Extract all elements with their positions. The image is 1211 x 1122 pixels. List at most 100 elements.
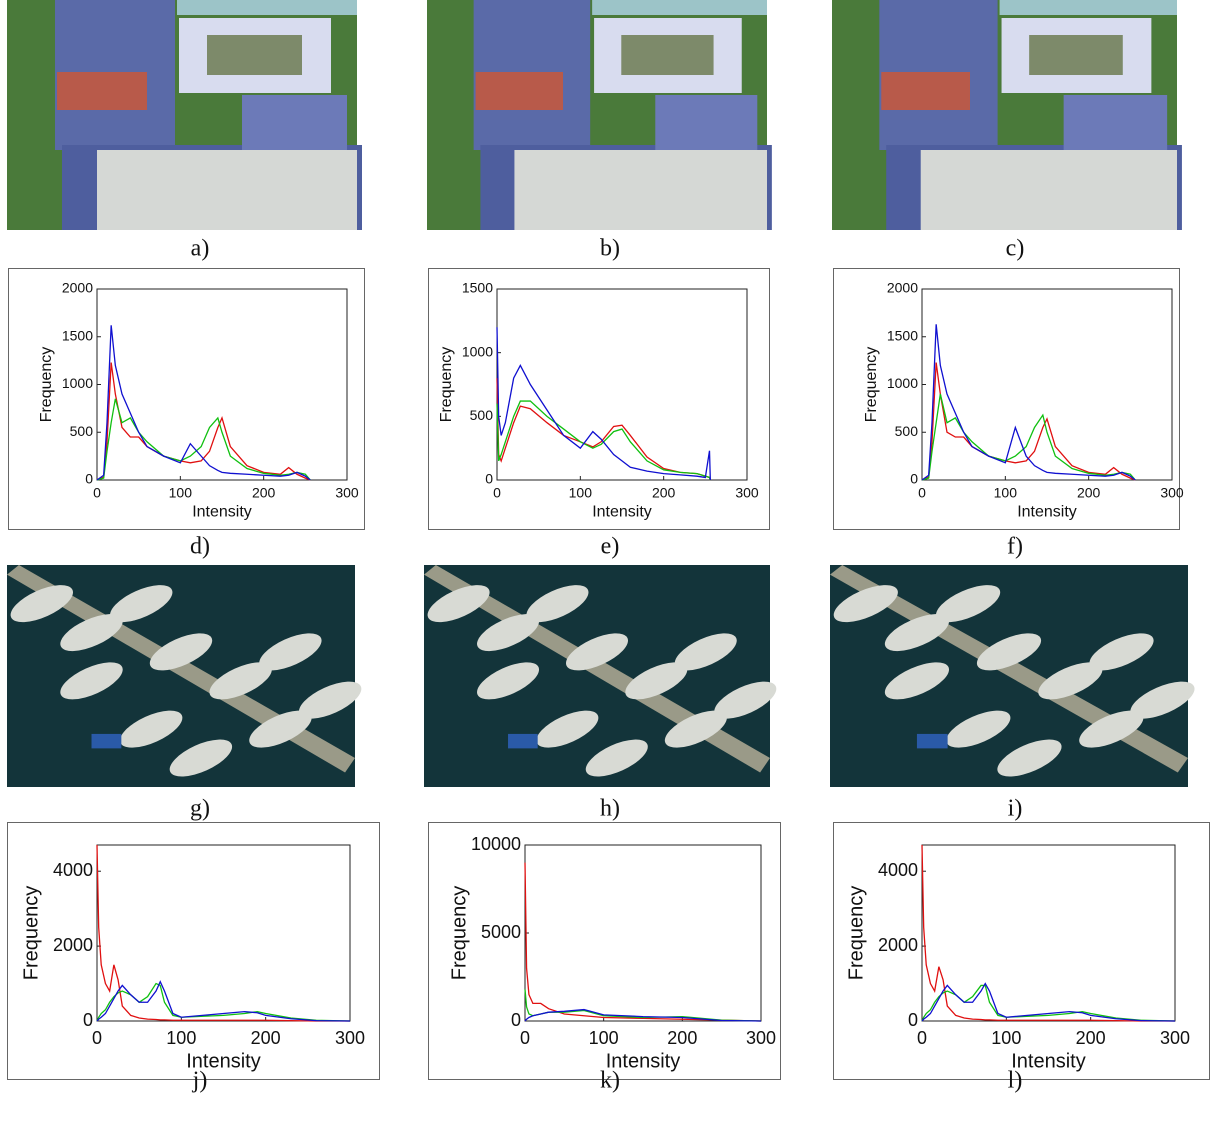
y-tick-label: 4000	[878, 860, 918, 880]
x-tick-label: 0	[93, 485, 101, 501]
boat	[664, 710, 727, 748]
x-axis-label: Intensity	[1017, 503, 1077, 520]
caption: a)	[191, 236, 210, 262]
boat	[298, 681, 362, 719]
boat	[259, 633, 322, 671]
plot-area	[96, 844, 351, 1022]
y-tick-label: 0	[85, 471, 93, 487]
y-tick-label: 10000	[471, 834, 521, 854]
caption: f)	[1007, 534, 1023, 560]
x-tick-label: 300	[335, 1028, 365, 1048]
caption: j)	[192, 1068, 208, 1094]
series-line	[496, 327, 711, 481]
x-tick-label: 0	[918, 485, 926, 501]
y-tick-label: 500	[895, 423, 919, 439]
roof-red	[881, 72, 970, 110]
boat-cover	[916, 733, 948, 749]
boat	[526, 585, 589, 623]
boat-cover	[508, 733, 538, 749]
y-axis-label: Frequency	[438, 347, 455, 423]
photo	[7, 565, 362, 787]
boat	[1038, 662, 1103, 700]
boat	[249, 710, 312, 748]
x-tick-label: 300	[335, 485, 359, 501]
boat	[935, 585, 1001, 623]
y-tick-label: 1500	[462, 280, 493, 296]
water	[177, 0, 357, 15]
y-tick-label: 4000	[53, 860, 93, 880]
x-tick-label: 300	[735, 485, 759, 501]
boat	[1079, 710, 1144, 748]
boat	[833, 585, 898, 623]
boat	[674, 633, 737, 671]
y-tick-label: 1500	[62, 327, 93, 343]
caption: i)	[1008, 796, 1023, 822]
caption: c)	[1006, 236, 1025, 262]
x-tick-label: 0	[917, 1028, 927, 1048]
x-tick-label: 0	[493, 485, 501, 501]
series-line	[921, 324, 1136, 481]
garden	[621, 35, 714, 75]
plot-area	[524, 844, 762, 1022]
boat	[10, 585, 73, 623]
y-axis-label: Frequency	[845, 886, 867, 981]
garden	[207, 35, 302, 75]
x-tick-label: 100	[589, 1028, 619, 1048]
series-line	[96, 325, 311, 481]
y-tick-label: 1000	[887, 375, 918, 391]
x-tick-label: 100	[169, 485, 193, 501]
y-tick-label: 5000	[481, 922, 521, 942]
boat	[585, 739, 648, 777]
boat	[976, 633, 1042, 671]
photo	[427, 0, 772, 230]
garden	[1029, 35, 1123, 75]
x-tick-label: 300	[1160, 1028, 1190, 1048]
x-axis-label: Intensity	[192, 503, 252, 520]
y-tick-label: 0	[485, 471, 493, 487]
boat	[110, 585, 173, 623]
boat	[149, 633, 213, 671]
x-tick-label: 0	[92, 1028, 102, 1048]
boat	[477, 614, 540, 652]
boat	[1130, 681, 1195, 719]
water	[999, 0, 1177, 15]
x-tick-label: 200	[1076, 1028, 1106, 1048]
slab	[514, 150, 767, 230]
x-axis-label: Intensity	[592, 503, 652, 520]
x-tick-label: 200	[252, 485, 276, 501]
slab	[920, 150, 1177, 230]
photo	[424, 565, 777, 787]
roof	[242, 95, 347, 150]
series-line	[496, 400, 711, 481]
series-line	[96, 362, 311, 481]
caption: l)	[1008, 1068, 1023, 1094]
plot-area	[921, 288, 1173, 481]
x-tick-label: 200	[1077, 485, 1101, 501]
series-line	[96, 398, 311, 481]
boat-cover	[91, 733, 122, 749]
series-line	[524, 862, 762, 1022]
y-tick-label: 0	[83, 1010, 93, 1030]
x-axis-label: Intensity	[1011, 1051, 1085, 1073]
roof-red	[57, 72, 147, 110]
x-axis-label: Intensity	[606, 1051, 680, 1073]
boat	[536, 710, 599, 748]
caption: k)	[600, 1068, 620, 1094]
caption: h)	[600, 796, 620, 822]
y-tick-label: 500	[470, 407, 494, 423]
boat	[477, 662, 540, 700]
photo	[830, 565, 1195, 787]
roof-red	[475, 72, 563, 110]
x-tick-label: 300	[746, 1028, 776, 1048]
y-tick-label: 2000	[878, 935, 918, 955]
y-axis-label: Frequency	[20, 886, 42, 981]
y-tick-label: 0	[908, 1010, 918, 1030]
series-line	[96, 982, 351, 1022]
caption: g)	[190, 796, 210, 822]
slab	[97, 150, 357, 230]
x-tick-label: 100	[166, 1028, 196, 1048]
roof	[1063, 95, 1168, 150]
boat	[427, 585, 490, 623]
photo	[7, 0, 362, 230]
y-tick-label: 1000	[462, 343, 493, 359]
